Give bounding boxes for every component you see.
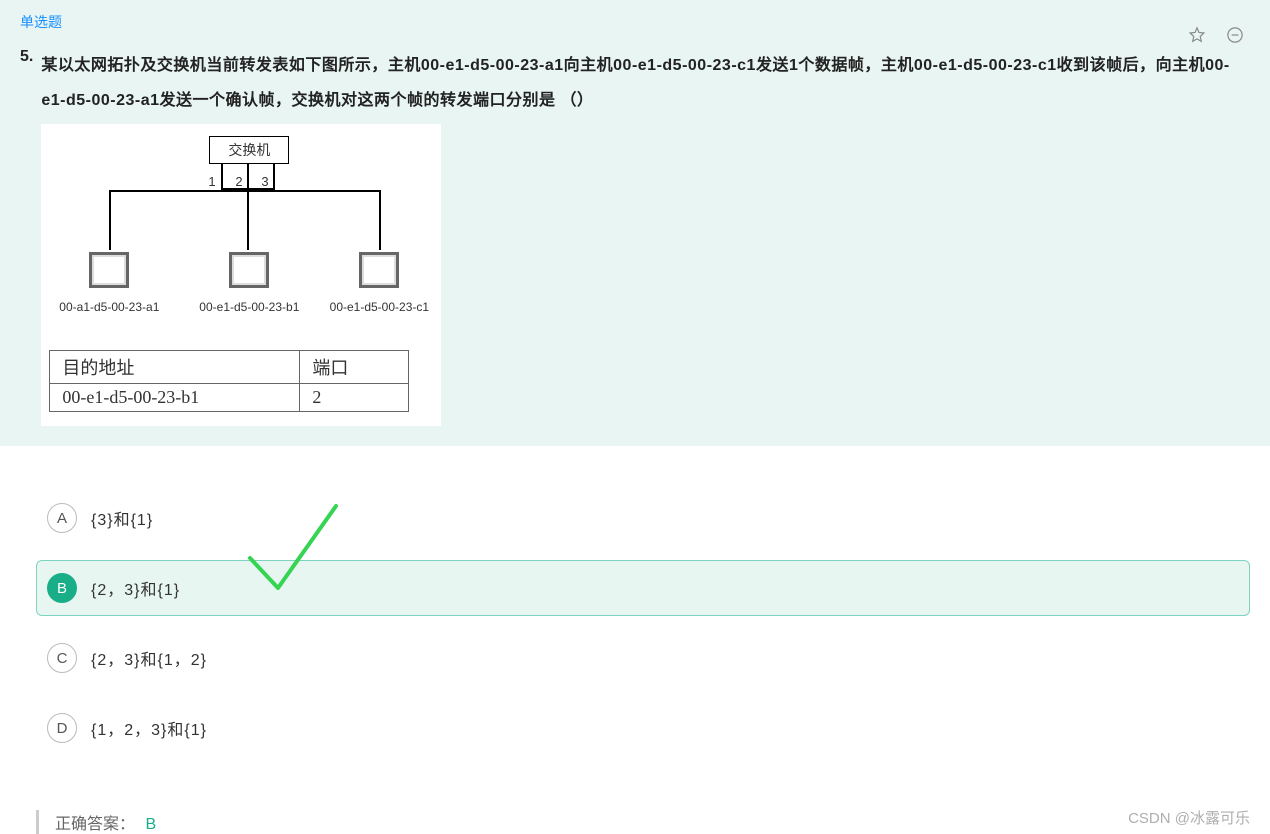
question-stem: 某以太网拓扑及交换机当前转发表如下图所示，主机00-e1-d5-00-23-a1… bbox=[41, 48, 1250, 118]
option-letter: B bbox=[47, 573, 77, 603]
port-label-1: 1 bbox=[208, 174, 215, 189]
option-text: {1，2，3}和{1} bbox=[91, 716, 207, 740]
question-type-tag[interactable]: 单选题 bbox=[20, 8, 62, 36]
host-box-3 bbox=[359, 252, 399, 288]
topology-diagram: 交换机 1 2 3 00-a1-d5-00-23-a1 bbox=[49, 130, 433, 330]
host-box-2 bbox=[229, 252, 269, 288]
port-label-3: 3 bbox=[261, 174, 268, 189]
answer-section: 正确答案： B bbox=[36, 810, 1250, 834]
forwarding-table: 目的地址 端口 00-e1-d5-00-23-b1 2 bbox=[49, 350, 409, 412]
port-line-1 bbox=[221, 164, 223, 190]
vline-1 bbox=[109, 190, 111, 250]
cell-dest: 00-e1-d5-00-23-b1 bbox=[50, 384, 300, 412]
figure-area: 交换机 1 2 3 00-a1-d5-00-23-a1 bbox=[41, 124, 441, 426]
option-letter: A bbox=[47, 503, 77, 533]
port-line-2 bbox=[247, 164, 249, 190]
hbar-lower bbox=[109, 190, 381, 192]
options-area: A {3}和{1} B {2，3}和{1} C {2，3}和{1，2} D {1… bbox=[0, 446, 1270, 780]
option-text: {2，3}和{1} bbox=[91, 576, 180, 600]
question-row: 5. 某以太网拓扑及交换机当前转发表如下图所示，主机00-e1-d5-00-23… bbox=[20, 48, 1250, 426]
option-text: {3}和{1} bbox=[91, 506, 153, 530]
cell-port: 2 bbox=[300, 384, 409, 412]
option-letter: D bbox=[47, 713, 77, 743]
host-box-1 bbox=[89, 252, 129, 288]
answer-label: 正确答案： bbox=[55, 816, 135, 833]
col-dest: 目的地址 bbox=[50, 351, 300, 384]
star-icon[interactable] bbox=[1188, 26, 1206, 44]
port-label-2: 2 bbox=[235, 174, 242, 189]
option-text: {2，3}和{1，2} bbox=[91, 646, 207, 670]
minus-circle-icon[interactable] bbox=[1226, 26, 1244, 44]
table-row: 00-e1-d5-00-23-b1 2 bbox=[50, 384, 409, 412]
vline-2 bbox=[247, 190, 249, 250]
vline-3 bbox=[379, 190, 381, 250]
watermark: CSDN @冰露可乐 bbox=[1128, 807, 1250, 828]
col-port: 端口 bbox=[300, 351, 409, 384]
option-d[interactable]: D {1，2，3}和{1} bbox=[36, 700, 1250, 756]
header-actions bbox=[1188, 26, 1244, 44]
table-header-row: 目的地址 端口 bbox=[50, 351, 409, 384]
switch-box: 交换机 bbox=[209, 136, 289, 164]
port-line-3 bbox=[273, 164, 275, 190]
host-label-3: 00-e1-d5-00-23-c1 bbox=[319, 300, 439, 314]
option-b[interactable]: B {2，3}和{1} bbox=[36, 560, 1250, 616]
question-card: 单选题 5. 某以太网拓扑及交换机当前转发表如下图所示，主机00-e1-d5-0… bbox=[0, 0, 1270, 446]
option-c[interactable]: C {2，3}和{1，2} bbox=[36, 630, 1250, 686]
question-body: 某以太网拓扑及交换机当前转发表如下图所示，主机00-e1-d5-00-23-a1… bbox=[41, 48, 1250, 426]
option-a[interactable]: A {3}和{1} bbox=[36, 490, 1250, 546]
question-number: 5. bbox=[20, 48, 33, 66]
host-label-1: 00-a1-d5-00-23-a1 bbox=[49, 300, 169, 314]
option-letter: C bbox=[47, 643, 77, 673]
answer-value: B bbox=[145, 816, 156, 833]
host-label-2: 00-e1-d5-00-23-b1 bbox=[189, 300, 309, 314]
